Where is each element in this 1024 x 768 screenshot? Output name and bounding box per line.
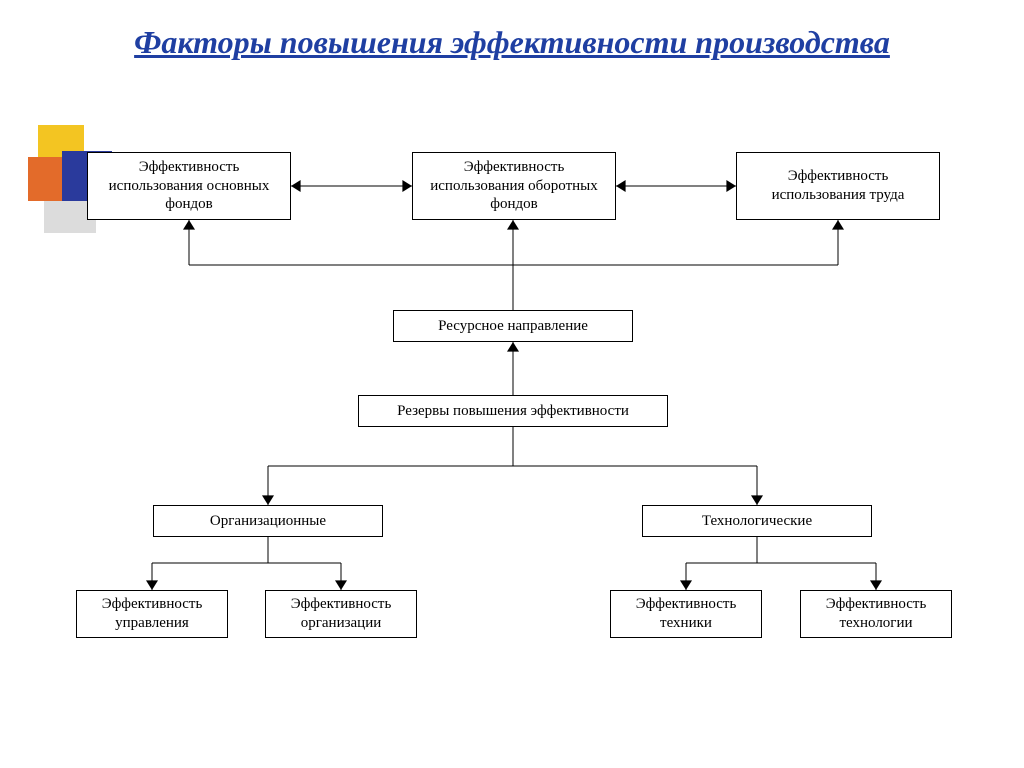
node-org: Организационные — [153, 505, 383, 537]
node-top-left: Эффективность использования основных фон… — [87, 152, 291, 220]
node-eff-technl: Эффективность технологии — [800, 590, 952, 638]
node-eff-techk: Эффективность техники — [610, 590, 762, 638]
node-tech: Технологические — [642, 505, 872, 537]
node-eff-mgmt: Эффективность управления — [76, 590, 228, 638]
node-reserves: Резервы повышения эффективности — [358, 395, 668, 427]
node-resource: Ресурсное направление — [393, 310, 633, 342]
connector-layer — [0, 0, 1024, 768]
page-title: Факторы повышения эффективности производ… — [0, 18, 1024, 66]
node-top-center: Эффективность использования оборотных фо… — [412, 152, 616, 220]
node-top-right: Эффективность использования труда — [736, 152, 940, 220]
node-eff-org: Эффективность организации — [265, 590, 417, 638]
